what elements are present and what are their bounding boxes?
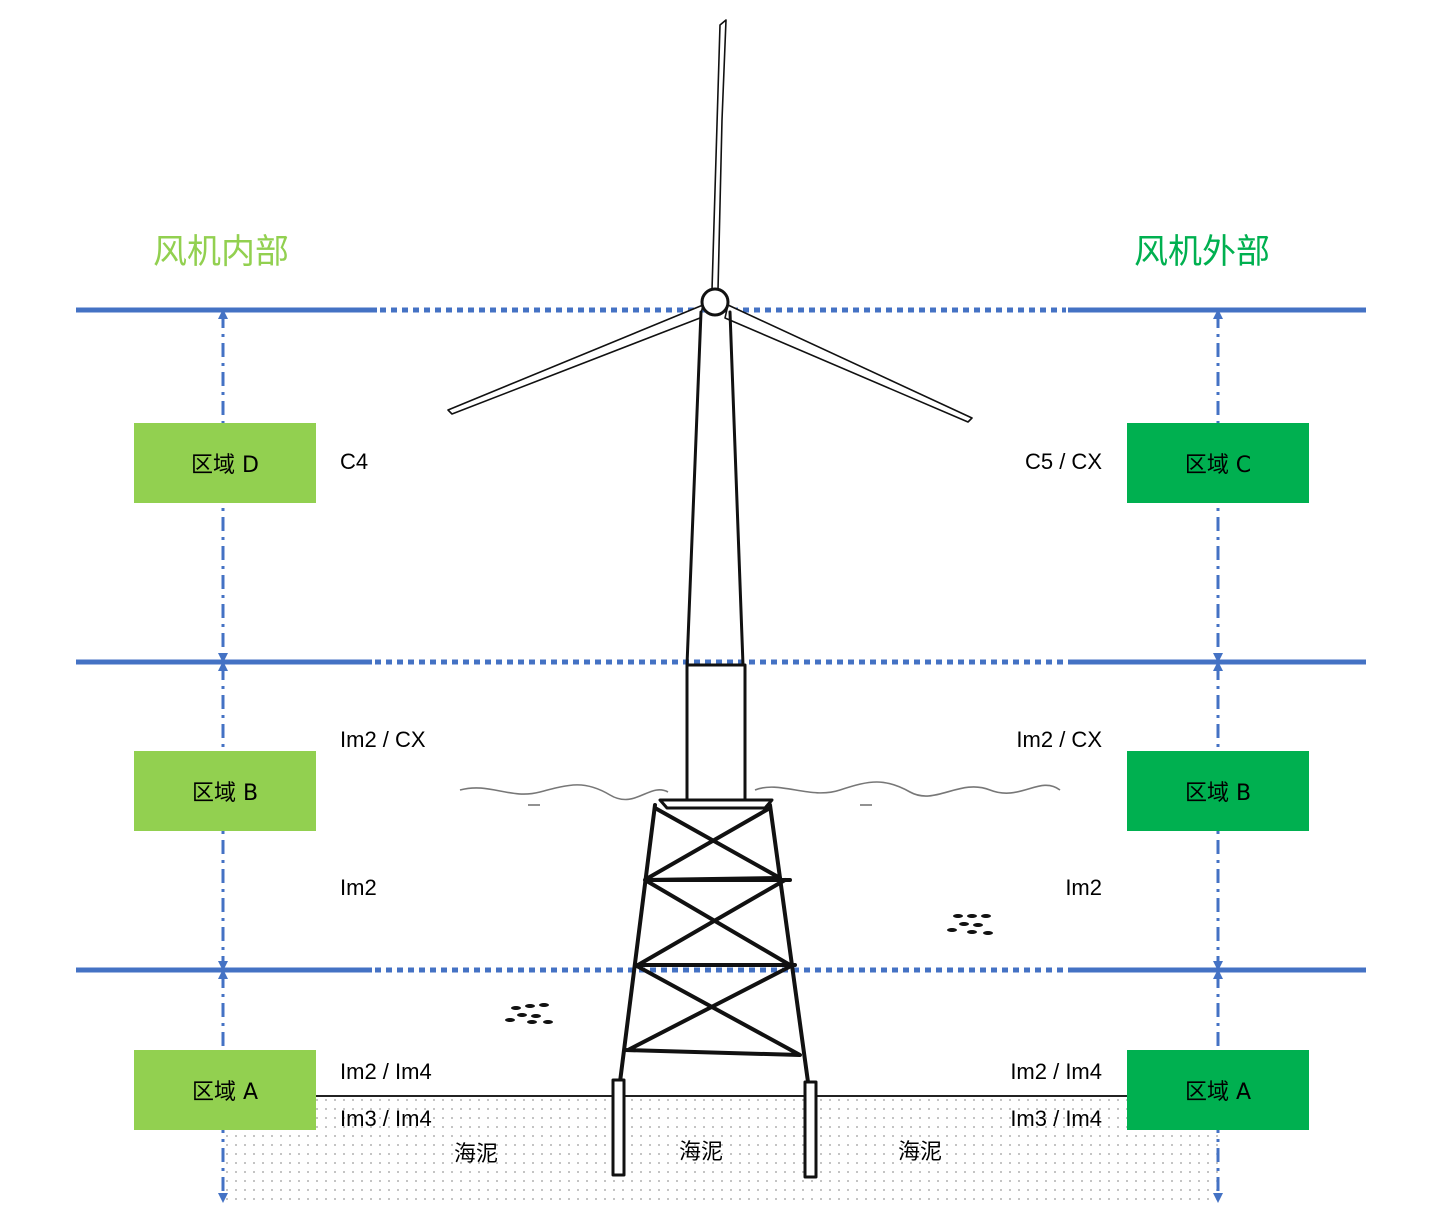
title-outside: 风机外部 [1134, 232, 1270, 272]
wind-turbine [447, 19, 973, 1179]
zone-box-right-a: 区域 A [1127, 1050, 1309, 1130]
zone-box-left-b: 区域 B [134, 751, 316, 831]
turbine-tower [685, 310, 745, 667]
zone-box-right-b: 区域 B [1127, 751, 1309, 831]
seabed-mud-area [223, 1096, 1218, 1200]
category-left-b-upper: Im2 / CX [340, 727, 426, 752]
seabed-label-right: 海泥 [898, 1140, 943, 1165]
category-right-b-upper: Im2 / CX [1016, 727, 1102, 752]
jacket-platform [658, 798, 774, 810]
turbine-hub [700, 287, 730, 317]
category-right-b-lower: Im2 [1065, 875, 1102, 900]
transition-piece [685, 663, 747, 802]
sea-surface-waves [459, 781, 1061, 806]
category-right-a-upper: Im2 / Im4 [1010, 1059, 1102, 1084]
fish-icon [505, 1003, 553, 1024]
fish-icon [947, 914, 993, 935]
zone-box-left-d: 区域 D [134, 423, 316, 503]
category-left-a-lower: Im3 / Im4 [340, 1106, 432, 1131]
seabed-label-center: 海泥 [679, 1140, 724, 1165]
level-lines [76, 307, 1366, 973]
zone-box-left-a: 区域 A [134, 1050, 316, 1130]
jacket-foundation [618, 803, 810, 1084]
zone-box-right-c: 区域 C [1127, 423, 1309, 503]
category-right-a-lower: Im3 / Im4 [1010, 1106, 1102, 1131]
title-inside: 风机内部 [153, 232, 289, 272]
category-right-c: C5 / CX [1024, 449, 1102, 474]
pile-left [611, 1078, 626, 1177]
seabed-label-left: 海泥 [454, 1142, 499, 1167]
turbine-blades [447, 19, 973, 423]
category-left-a-upper: Im2 / Im4 [340, 1059, 432, 1084]
pile-right [803, 1080, 818, 1179]
category-left-d: C4 [340, 449, 369, 474]
category-left-b-lower: Im2 [340, 875, 377, 900]
